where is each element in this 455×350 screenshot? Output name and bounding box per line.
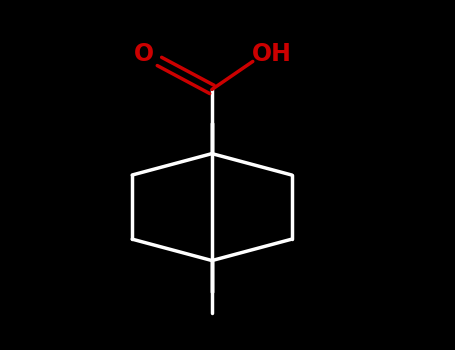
Text: O: O — [134, 42, 154, 66]
Text: OH: OH — [252, 42, 292, 66]
